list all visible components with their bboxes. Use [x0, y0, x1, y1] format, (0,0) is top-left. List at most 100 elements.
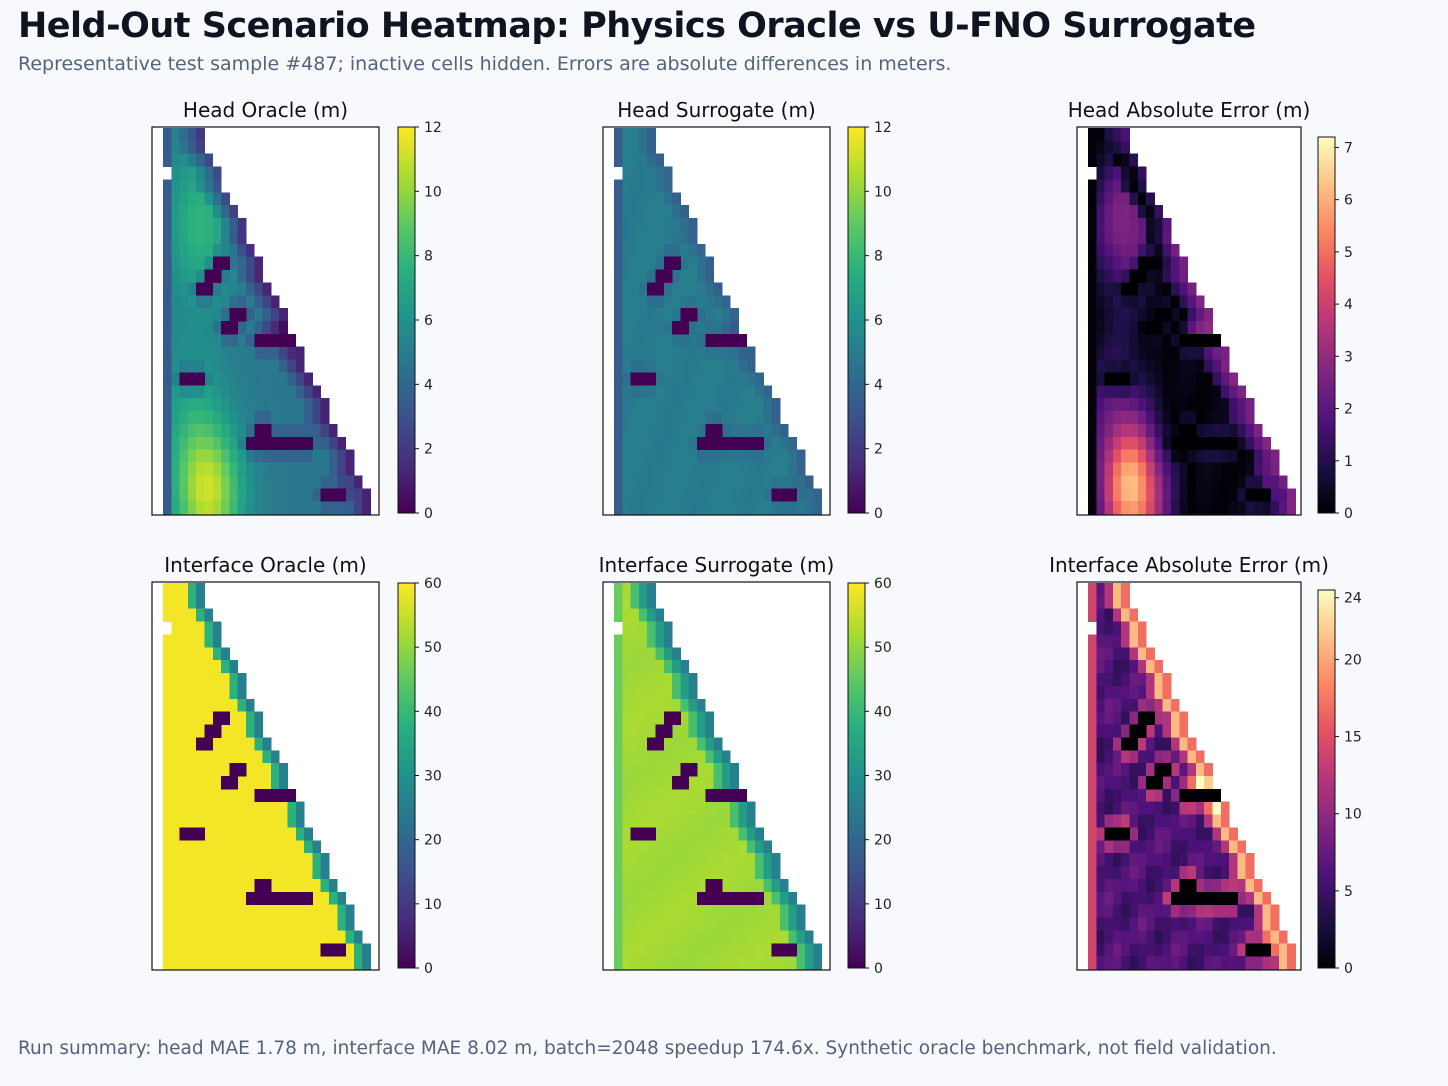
heatmap-cell [287, 398, 297, 412]
heatmap-cell [1154, 333, 1164, 348]
heatmap-cell [1104, 711, 1114, 725]
heatmap-cell [780, 436, 789, 451]
heatmap-cell [614, 128, 623, 142]
heatmap-cell [1096, 243, 1105, 258]
heatmap-cell [1088, 595, 1097, 610]
colorbar-tick-label: 5 [1344, 245, 1353, 261]
heatmap-cell [1146, 205, 1155, 219]
heatmap-cell [1096, 308, 1105, 322]
heatmap-cell [713, 411, 723, 425]
heatmap-cell [237, 917, 247, 931]
heatmap-cell [1204, 475, 1213, 489]
heatmap-cell [1212, 814, 1222, 828]
heatmap-cell [196, 128, 205, 142]
heatmap-cell [1179, 256, 1188, 270]
inactive-cell [196, 282, 205, 296]
heatmap-cell [1121, 698, 1130, 713]
heatmap-cell [246, 930, 255, 944]
inactive-cell [746, 891, 756, 906]
heatmap-cell [329, 904, 338, 918]
colorbar-tick-label: 20 [424, 833, 442, 849]
heatmap-cell [614, 501, 623, 515]
heatmap-cell [1195, 827, 1205, 841]
heatmap-cell [1121, 179, 1130, 193]
heatmap-cell [246, 256, 255, 270]
heatmap-cell [680, 724, 690, 738]
heatmap-cell [295, 853, 305, 867]
heatmap-cell [196, 660, 205, 674]
heatmap-cell [1187, 501, 1197, 515]
heatmap-cell [697, 737, 706, 751]
heatmap-cell [1154, 698, 1164, 713]
heatmap-cell [262, 488, 272, 502]
heatmap-cell [287, 385, 297, 399]
heatmap-cell [187, 230, 197, 245]
heatmap-cell [705, 475, 714, 489]
heatmap-cell [647, 128, 656, 142]
heatmap-cell [672, 660, 681, 674]
heatmap-cell [171, 956, 180, 970]
heatmap-cell [1245, 436, 1255, 451]
heatmap-cell [237, 475, 247, 489]
heatmap-cell [270, 904, 280, 918]
heatmap-cell [212, 698, 222, 713]
heatmap-cell [614, 359, 623, 373]
heatmap-cell [187, 359, 197, 373]
heatmap-cell [1254, 956, 1263, 970]
heatmap-cell [638, 218, 648, 232]
heatmap-cell [1187, 346, 1197, 360]
heatmap-cell [688, 488, 698, 502]
inactive-cell [204, 737, 214, 751]
heatmap-cell [1162, 750, 1172, 764]
heatmap-cell [746, 346, 756, 360]
heatmap-cell [246, 398, 255, 412]
heatmap-cell [187, 128, 197, 142]
heatmap-cell [1137, 501, 1147, 515]
inactive-cell [780, 488, 789, 502]
inactive-cell [1112, 827, 1122, 841]
heatmap-cell [1162, 866, 1172, 880]
heatmap-cell [246, 462, 255, 476]
heatmap-cell [1121, 501, 1130, 515]
heatmap-cell [221, 788, 230, 803]
heatmap-cell [721, 449, 731, 463]
heatmap-cell [196, 423, 205, 438]
heatmap-cell [221, 269, 230, 283]
heatmap-cell [1121, 192, 1130, 206]
heatmap-cell [1104, 205, 1114, 219]
heatmap-cell [614, 333, 623, 348]
heatmap-cell [187, 724, 197, 738]
heatmap-cell [1187, 295, 1197, 309]
heatmap-cell [1179, 411, 1188, 425]
heatmap-cell [212, 321, 222, 335]
heatmap-cell [1121, 904, 1130, 918]
heatmap-cell [179, 449, 189, 463]
heatmap-cell [688, 372, 698, 386]
heatmap-cell [630, 763, 640, 777]
heatmap-cell [212, 891, 222, 906]
heatmap-cell [171, 673, 180, 687]
heatmap-cell [320, 449, 330, 463]
heatmap-cell [1146, 917, 1155, 931]
heatmap-cell [763, 866, 773, 880]
heatmap-cell [163, 595, 172, 610]
heatmap-cell [1096, 930, 1105, 944]
heatmap-cell [638, 801, 648, 815]
heatmap-cell [622, 878, 631, 893]
heatmap-cell [705, 763, 714, 777]
heatmap-cell [1137, 462, 1147, 476]
heatmap-cell [1112, 423, 1122, 438]
heatmap-cell [237, 878, 247, 893]
plot-frame [602, 581, 831, 971]
heatmap-cell [1096, 359, 1105, 373]
heatmap-cell [1171, 243, 1180, 258]
heatmap-cell [1104, 295, 1114, 309]
heatmap-cell [647, 814, 656, 828]
heatmap-cell [229, 436, 239, 451]
heatmap-cell [229, 282, 239, 296]
heatmap-cell [1096, 501, 1105, 515]
heatmap-cell [622, 660, 631, 674]
heatmap-cell [287, 853, 297, 867]
heatmap-cell [755, 398, 764, 412]
heatmap-cell [1104, 956, 1114, 970]
